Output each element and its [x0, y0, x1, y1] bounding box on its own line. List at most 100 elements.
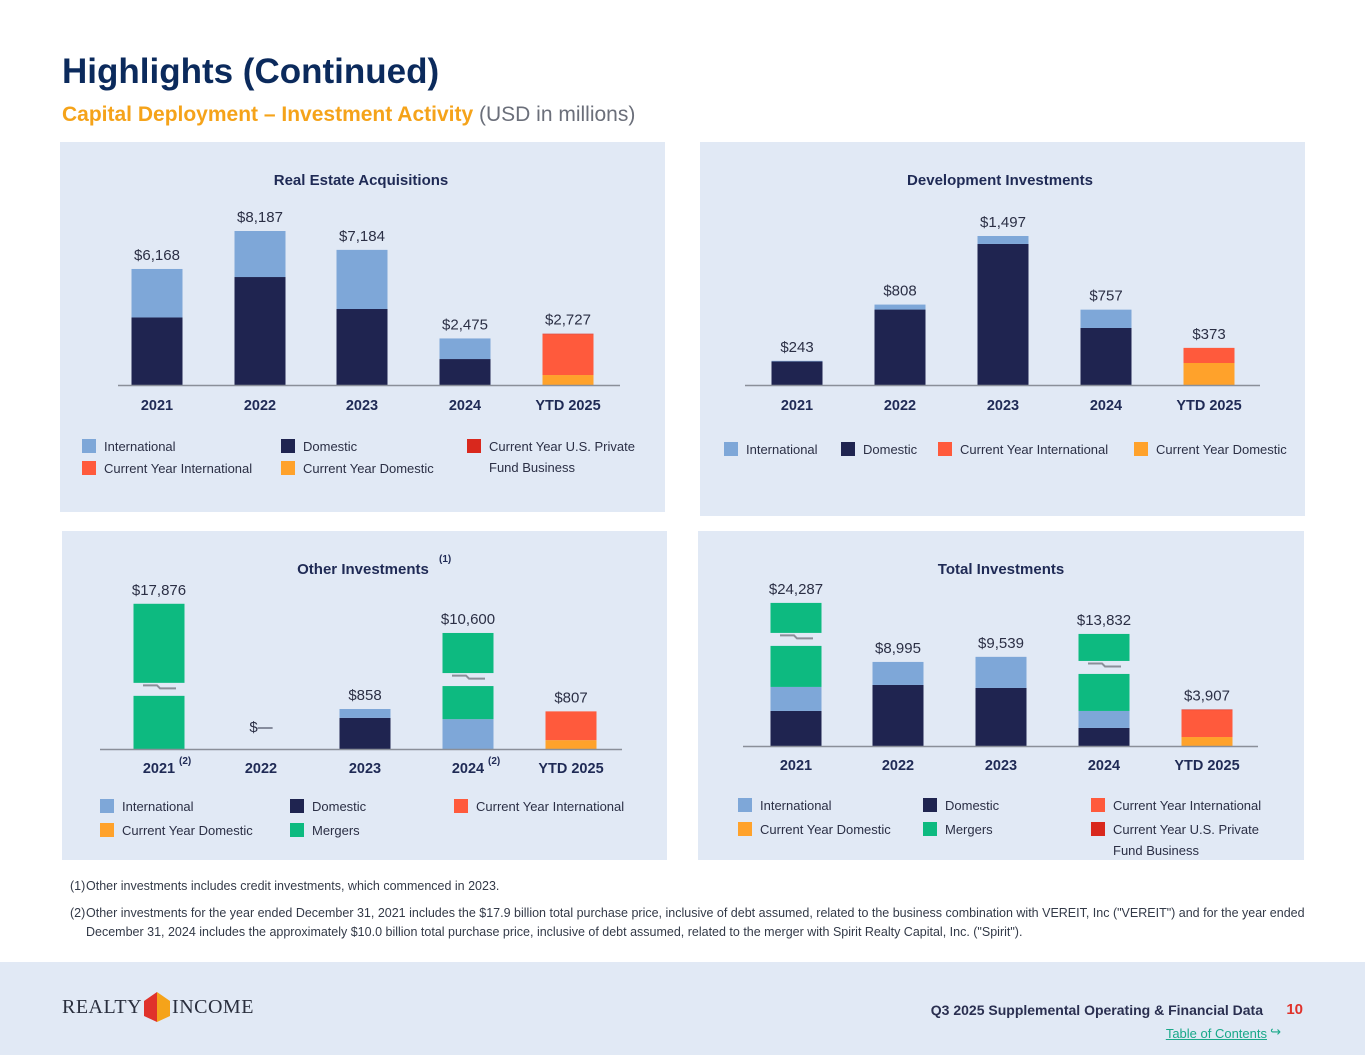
- page-title: Highlights (Continued): [62, 52, 440, 91]
- legend-swatch: [1091, 822, 1105, 836]
- bar-segment-mergers: [442, 686, 494, 720]
- title-footnote-marker: (1): [439, 554, 451, 565]
- bar-segment-domestic: [770, 710, 822, 746]
- data-label: $1,497: [980, 214, 1026, 231]
- axis-break-icon: [143, 684, 176, 690]
- legend-item-mergers: Mergers: [290, 823, 360, 838]
- chart-svg: Total Investments $24,287 2021 $8,995 2022 $9…: [738, 561, 1261, 858]
- data-label: $2,727: [545, 312, 591, 329]
- legend-label: International: [104, 439, 176, 454]
- x-tick-label: 2021: [143, 761, 175, 777]
- subtitle-text: Capital Deployment – Investment Activity: [62, 103, 474, 126]
- realty-income-logo: REALTY INCOME: [62, 992, 254, 1022]
- legend-label: Mergers: [312, 823, 360, 838]
- return-arrow-icon[interactable]: ↪: [1270, 1024, 1281, 1039]
- legend-item-international: International: [724, 442, 818, 457]
- bar-segment-international: [234, 231, 286, 278]
- legend-item-current-year-u-s-private-fund-business: Current Year U.S. Private Fund Business: [467, 439, 635, 475]
- bar-segment-mergers: [1078, 633, 1130, 661]
- legend-swatch: [923, 798, 937, 812]
- x-tick-label: 2022: [245, 761, 277, 777]
- legend-item-domestic: Domestic: [923, 798, 1000, 813]
- unit-note: (USD in millions): [473, 103, 636, 126]
- legend-label: Current Year Domestic: [122, 823, 253, 838]
- real-estate-acquisitions-chart: Real Estate Acquisitions $6,168 2021 $8,187…: [60, 142, 665, 512]
- bar-segment-mergers: [770, 602, 822, 633]
- page-number: 10: [1286, 1001, 1303, 1018]
- bar-segment-international: [975, 656, 1027, 688]
- legend-item-current-year-domestic: Current Year Domestic: [281, 461, 434, 476]
- legend-swatch: [82, 439, 96, 453]
- legend-swatch: [738, 798, 752, 812]
- legend-item-current-year-international: Current Year International: [938, 442, 1108, 457]
- legend-label: Current Year International: [104, 461, 252, 476]
- chart-title: Development Investments: [907, 172, 1093, 189]
- bar-segment-international: [874, 304, 926, 310]
- legend-label: Current Year International: [476, 799, 624, 814]
- bar-segment-domestic: [1078, 727, 1130, 746]
- legend-label: Fund Business: [1113, 843, 1199, 858]
- bar-segment-domestic: [977, 243, 1029, 385]
- data-label: $6,168: [134, 247, 180, 264]
- x-tick-label: YTD 2025: [1176, 398, 1241, 414]
- document-title: Q3 2025 Supplemental Operating & Financi…: [930, 1002, 1263, 1018]
- x-tick-label: 2022: [884, 398, 916, 414]
- bar-segment-mergers: [442, 632, 494, 674]
- legend-item-mergers: Mergers: [923, 822, 993, 837]
- bar-segment-domestic: [339, 717, 391, 749]
- legend-item-international: International: [82, 439, 176, 454]
- x-tick-label: 2023: [987, 398, 1019, 414]
- footnote-1: (1) Other investments includes credit inv…: [70, 877, 1310, 896]
- bar-segment-mergers: [770, 645, 822, 687]
- legend-swatch: [738, 822, 752, 836]
- legend-label: Domestic: [303, 439, 358, 454]
- other-investments-chart: Other Investments (1) $17,876 2021 (2) $— 2022…: [62, 531, 667, 860]
- footnote-number: (1): [70, 879, 86, 893]
- x-tick-label: 2021: [141, 398, 173, 414]
- data-label: $858: [348, 687, 381, 704]
- footnote-number: (2): [70, 906, 86, 920]
- legend-label: Fund Business: [489, 460, 575, 475]
- bar-segment-international: [1078, 710, 1130, 728]
- chart-svg: Development Investments $243 2021 $808 2022 $…: [724, 172, 1287, 457]
- legend-swatch: [1091, 798, 1105, 812]
- bar-segment-current-year-domestic: [542, 375, 594, 385]
- legend-label: Current Year Domestic: [303, 461, 434, 476]
- legend-item-current-year-international: Current Year International: [82, 461, 252, 476]
- logo-house-icon: [144, 992, 171, 1022]
- legend-label: Current Year International: [1113, 798, 1261, 813]
- legend-label: International: [122, 799, 194, 814]
- bar-segment-current-year-domestic: [545, 740, 597, 749]
- legend-swatch: [290, 823, 304, 837]
- x-tick-label: 2023: [346, 398, 378, 414]
- data-label: $17,876: [132, 582, 186, 599]
- legend-item-current-year-domestic: Current Year Domestic: [738, 822, 891, 837]
- data-label: $807: [554, 689, 587, 706]
- x-tick-label: 2021: [781, 398, 813, 414]
- bar-segment-domestic: [771, 361, 823, 385]
- data-label: $10,600: [441, 611, 495, 628]
- bar-segment-international: [977, 236, 1029, 244]
- legend-swatch: [467, 439, 481, 453]
- legend-label: Current Year International: [960, 442, 1108, 457]
- table-of-contents-link[interactable]: Table of Contents: [1165, 1026, 1267, 1041]
- development-investments-chart: Development Investments $243 2021 $808 2022 $…: [700, 142, 1305, 516]
- legend-item-domestic: Domestic: [281, 439, 358, 454]
- axis-break-icon: [780, 634, 813, 640]
- x-tick-label: 2024: [1088, 758, 1120, 774]
- bar-segment-international: [336, 249, 388, 310]
- legend-label: Domestic: [312, 799, 367, 814]
- page-subtitle: Capital Deployment – Investment Activity…: [62, 103, 635, 127]
- chart-title: Total Investments: [938, 561, 1064, 578]
- bar-segment-current-year-u-s-private-fund-business: [1181, 709, 1233, 711]
- legend-item-international: International: [738, 798, 832, 813]
- total-investments-chart: Total Investments $24,287 2021 $8,995 2022 $9…: [698, 531, 1304, 860]
- data-label: $9,539: [978, 635, 1024, 652]
- legend-label: Mergers: [945, 822, 993, 837]
- data-label: $8,187: [237, 209, 283, 226]
- x-tick-label: 2024: [1090, 398, 1122, 414]
- bar-segment-domestic: [439, 359, 491, 385]
- legend-swatch: [923, 822, 937, 836]
- legend-item-current-year-domestic: Current Year Domestic: [1134, 442, 1287, 457]
- chart-svg: Other Investments (1) $17,876 2021 (2) $— 2022…: [100, 554, 624, 838]
